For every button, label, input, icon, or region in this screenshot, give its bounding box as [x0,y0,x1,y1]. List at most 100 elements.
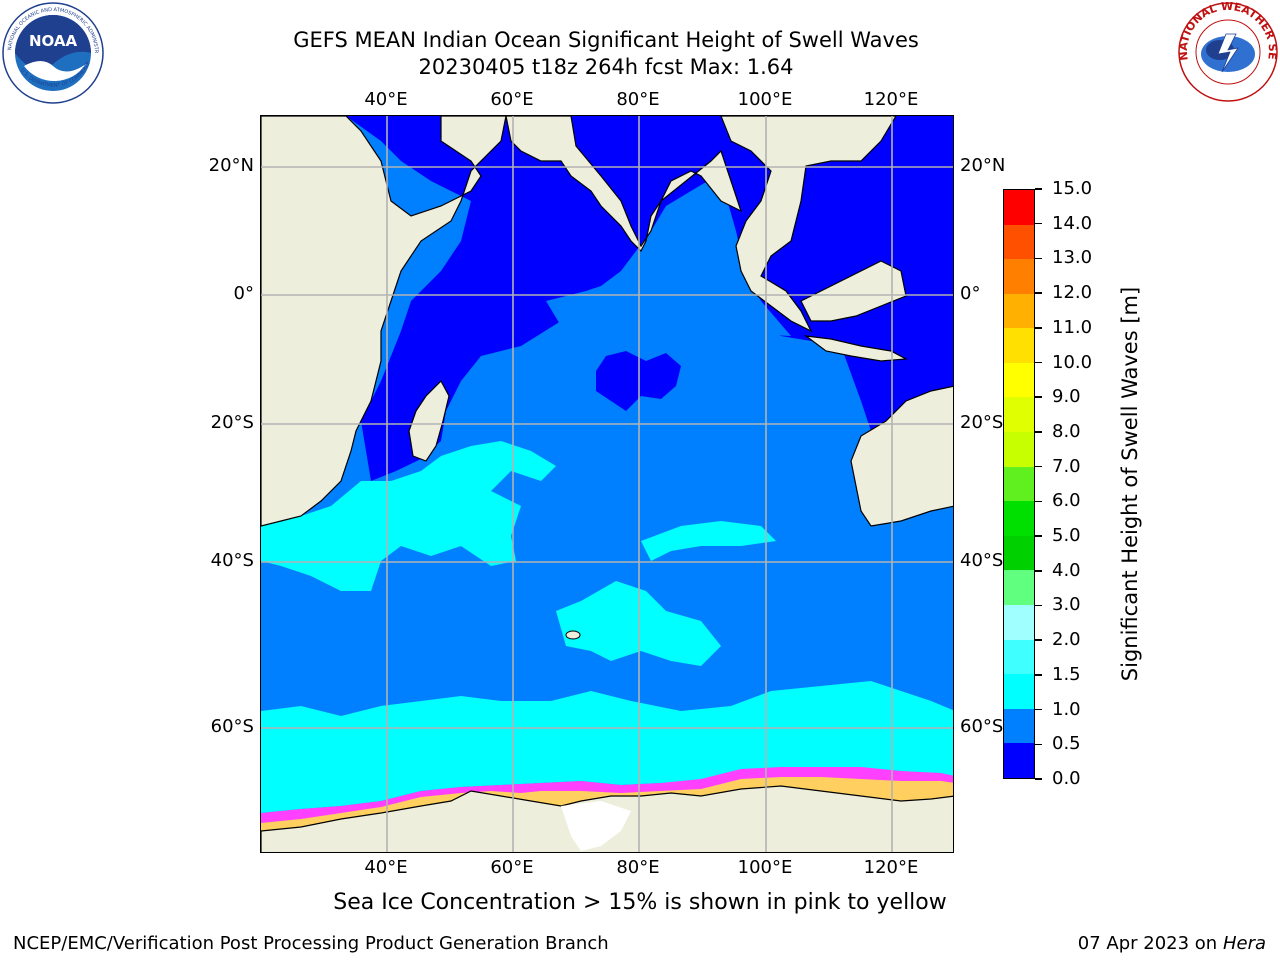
lon-label-top: 60°E [490,89,534,110]
colorbar-segment [1004,224,1034,260]
colorbar-title: Significant Height of Swell Waves [m] [1118,286,1142,682]
colorbar-tick-mark [1035,570,1042,572]
land-kerguelen [565,630,581,640]
colorbar-tick-label: 11.0 [1052,316,1093,338]
colorbar-segment [1004,293,1034,329]
colorbar-tick-label: 6.0 [1052,490,1081,512]
colorbar-segment [1004,466,1034,502]
colorbar-segment [1004,328,1034,363]
lon-label-bottom: 120°E [863,857,919,878]
land-india [505,116,743,253]
land-southeast-asia [720,116,897,333]
colorbar-tick-mark [1035,708,1042,711]
ocean-band-0-5-1-central [546,176,791,336]
colorbar-tick-label: 2.0 [1052,629,1081,651]
lon-label-bottom: 40°E [364,857,408,878]
credit-date: 07 Apr 2023 on Hera [1078,933,1266,954]
lat-label-right: 0° [960,283,981,304]
noaa-logo-icon: NOAA NATIONAL OCEANIC AND ATMOSPHERIC AD… [2,2,104,104]
ocean-band-0-0-5-north [346,116,953,481]
colorbar-segment [1004,674,1034,709]
lon-label-top: 80°E [616,89,660,110]
land-ice-free [561,801,631,851]
colorbar-tick-mark [1035,743,1042,746]
colorbar-tick-mark [1035,535,1042,537]
lon-label-top: 40°E [364,89,408,110]
colorbar-tick-mark [1035,639,1042,641]
lat-label-right: 60°S [960,716,1004,737]
credit-date-text: 07 Apr 2023 on [1077,933,1218,954]
colorbar-tick-label: 7.0 [1052,455,1081,477]
colorbar-tick-label: 4.0 [1052,559,1081,581]
map-title: GEFS MEAN Indian Ocean Significant Heigh… [293,28,919,52]
colorbar-tick-label: 5.0 [1052,525,1081,547]
colorbar-segment [1004,743,1034,778]
credit-branch: NCEP/EMC/Verification Post Processing Pr… [13,933,609,954]
lon-label-top: 120°E [863,89,919,110]
lat-label-right: 20°N [960,155,1006,176]
lon-label-bottom: 60°E [490,857,534,878]
colorbar-tick-label: 12.0 [1052,282,1093,304]
lat-label-right: 40°S [960,550,1004,571]
colorbar-tick-mark [1035,674,1042,676]
lon-label-bottom: 100°E [737,857,793,878]
land-borneo-sumatra [800,260,907,322]
colorbar-tick-label: 15.0 [1052,178,1093,199]
colorbar-tick-mark [1035,778,1042,780]
nws-logo-icon: NATIONAL WEATHER SERVICE [1178,2,1278,102]
lat-label-right: 20°S [960,412,1004,433]
colorbar-segment [1004,570,1034,606]
ocean-band-1-1-5 [261,441,556,591]
ocean-band-1-1-5 [641,521,776,561]
colorbar-tick-mark [1035,257,1042,260]
colorbar-segment [1004,535,1034,571]
land-madagascar [408,380,450,462]
colorbar-tick-label: 0.0 [1052,768,1081,789]
colorbar-segment [1004,432,1034,467]
colorbar-tick-label: 10.0 [1052,351,1093,373]
colorbar-tick-label: 9.0 [1052,386,1081,408]
lat-label-left: 40°S [210,550,254,571]
map-subtitle: 20230405 t18z 264h fcst Max: 1.64 [418,55,794,79]
colorbar-tick-mark [1035,500,1042,503]
colorbar-segment [1004,501,1034,536]
lon-label-top: 100°E [737,89,793,110]
lat-label-left: 20°S [210,412,254,433]
colorbar-segment [1004,259,1034,294]
colorbar [1003,189,1035,779]
colorbar-segment [1004,397,1034,433]
colorbar-tick-mark [1035,327,1042,329]
land-australia [850,385,953,527]
colorbar-segment [1004,189,1034,225]
colorbar-segment [1004,708,1034,744]
swell-height-map [261,116,953,852]
ocean-band-1-1-5 [261,681,953,813]
colorbar-segment [1004,605,1034,640]
lat-label-left: 0° [233,283,254,304]
colorbar-tick-label: 1.5 [1052,663,1081,685]
colorbar-tick-label: 13.0 [1052,247,1093,269]
colorbar-tick-label: 14.0 [1052,212,1093,234]
colorbar-tick-label: 3.0 [1052,594,1081,616]
colorbar-tick-mark [1035,188,1042,190]
map-gridlines [261,116,953,852]
colorbar-tick-mark [1035,604,1042,607]
map-panel [260,115,954,853]
colorbar-tick-label: 8.0 [1052,420,1081,442]
land-java [803,335,909,362]
colorbar-tick-mark [1035,361,1042,364]
noaa-logo-text: NOAA [29,32,78,50]
colorbar-tick-mark [1035,465,1042,468]
lat-label-left: 20°N [208,155,254,176]
colorbar-tick-mark [1035,396,1042,398]
lat-label-left: 60°S [210,716,254,737]
colorbar-segment [1004,362,1034,398]
sea-ice-note: Sea Ice Concentration > 15% is shown in … [333,890,947,915]
credit-host: Hera [1222,933,1266,954]
colorbar-tick-label: 0.5 [1052,733,1081,755]
colorbar-tick-label: 1.0 [1052,698,1081,720]
lon-label-bottom: 80°E [616,857,660,878]
colorbar-tick-mark [1035,292,1042,294]
colorbar-segment [1004,639,1034,675]
colorbar-tick-mark [1035,431,1042,433]
